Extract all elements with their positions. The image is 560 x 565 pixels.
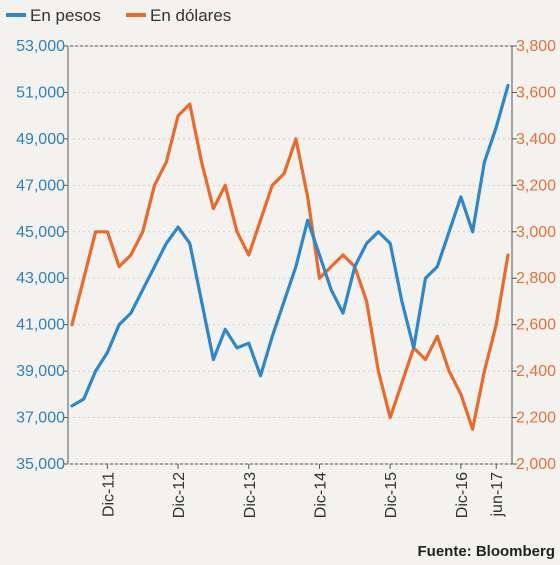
x-tick-label: Dic-15 bbox=[383, 472, 400, 518]
right-tick-label: 2,400 bbox=[516, 363, 556, 380]
grid bbox=[68, 45, 512, 465]
series-layer bbox=[70, 83, 510, 431]
right-tick-label: 2,600 bbox=[516, 317, 556, 334]
left-tick-label: 53,000 bbox=[16, 38, 65, 55]
x-tick-label: Dic-12 bbox=[171, 472, 188, 518]
plot-area bbox=[67, 45, 513, 465]
left-tick-label: 51,000 bbox=[16, 84, 65, 101]
legend-label-pesos: En pesos bbox=[30, 6, 101, 25]
x-tick-label: jun-17 bbox=[489, 472, 506, 518]
legend-label-dolares: En dólares bbox=[150, 6, 231, 25]
series-line-dolares bbox=[70, 102, 510, 431]
legend: En pesos En dólares bbox=[6, 6, 231, 25]
x-tick-label: Dic-13 bbox=[242, 472, 259, 518]
x-tick-label: Dic-11 bbox=[100, 472, 117, 517]
left-tick-label: 41,000 bbox=[16, 317, 65, 334]
left-tick-label: 45,000 bbox=[16, 224, 65, 241]
left-tick-label: 47,000 bbox=[16, 177, 65, 194]
right-tick-label: 3,600 bbox=[516, 84, 556, 101]
right-tick-label: 2,800 bbox=[516, 270, 556, 287]
x-tick-label: Dic-16 bbox=[454, 472, 471, 518]
right-tick-label: 3,400 bbox=[516, 131, 556, 148]
left-tick-label: 49,000 bbox=[16, 131, 65, 148]
left-axis: 35,000 37,000 39,000 41,000 43,000 45,000 47,0… bbox=[16, 38, 68, 473]
left-tick-label: 35,000 bbox=[16, 456, 65, 473]
x-axis: Dic-11 Dic-12 Dic-13 Dic-14 Dic-15 Dic-16 jun-… bbox=[100, 464, 506, 518]
left-tick-label: 37,000 bbox=[16, 410, 65, 427]
right-tick-label: 3,800 bbox=[516, 38, 556, 55]
right-tick-label: 2,000 bbox=[516, 456, 556, 473]
right-tick-label: 3,200 bbox=[516, 177, 556, 194]
x-tick-label: Dic-14 bbox=[312, 472, 329, 518]
left-tick-label: 39,000 bbox=[16, 363, 65, 380]
right-tick-label: 3,000 bbox=[516, 224, 556, 241]
right-tick-label: 2,200 bbox=[516, 410, 556, 427]
source-note: Fuente: Bloomberg bbox=[418, 543, 556, 560]
series-line-pesos bbox=[70, 83, 510, 408]
left-tick-label: 43,000 bbox=[16, 270, 65, 287]
right-axis: 2,000 2,200 2,400 2,600 2,800 3,000 3,200 3,400… bbox=[512, 38, 556, 473]
